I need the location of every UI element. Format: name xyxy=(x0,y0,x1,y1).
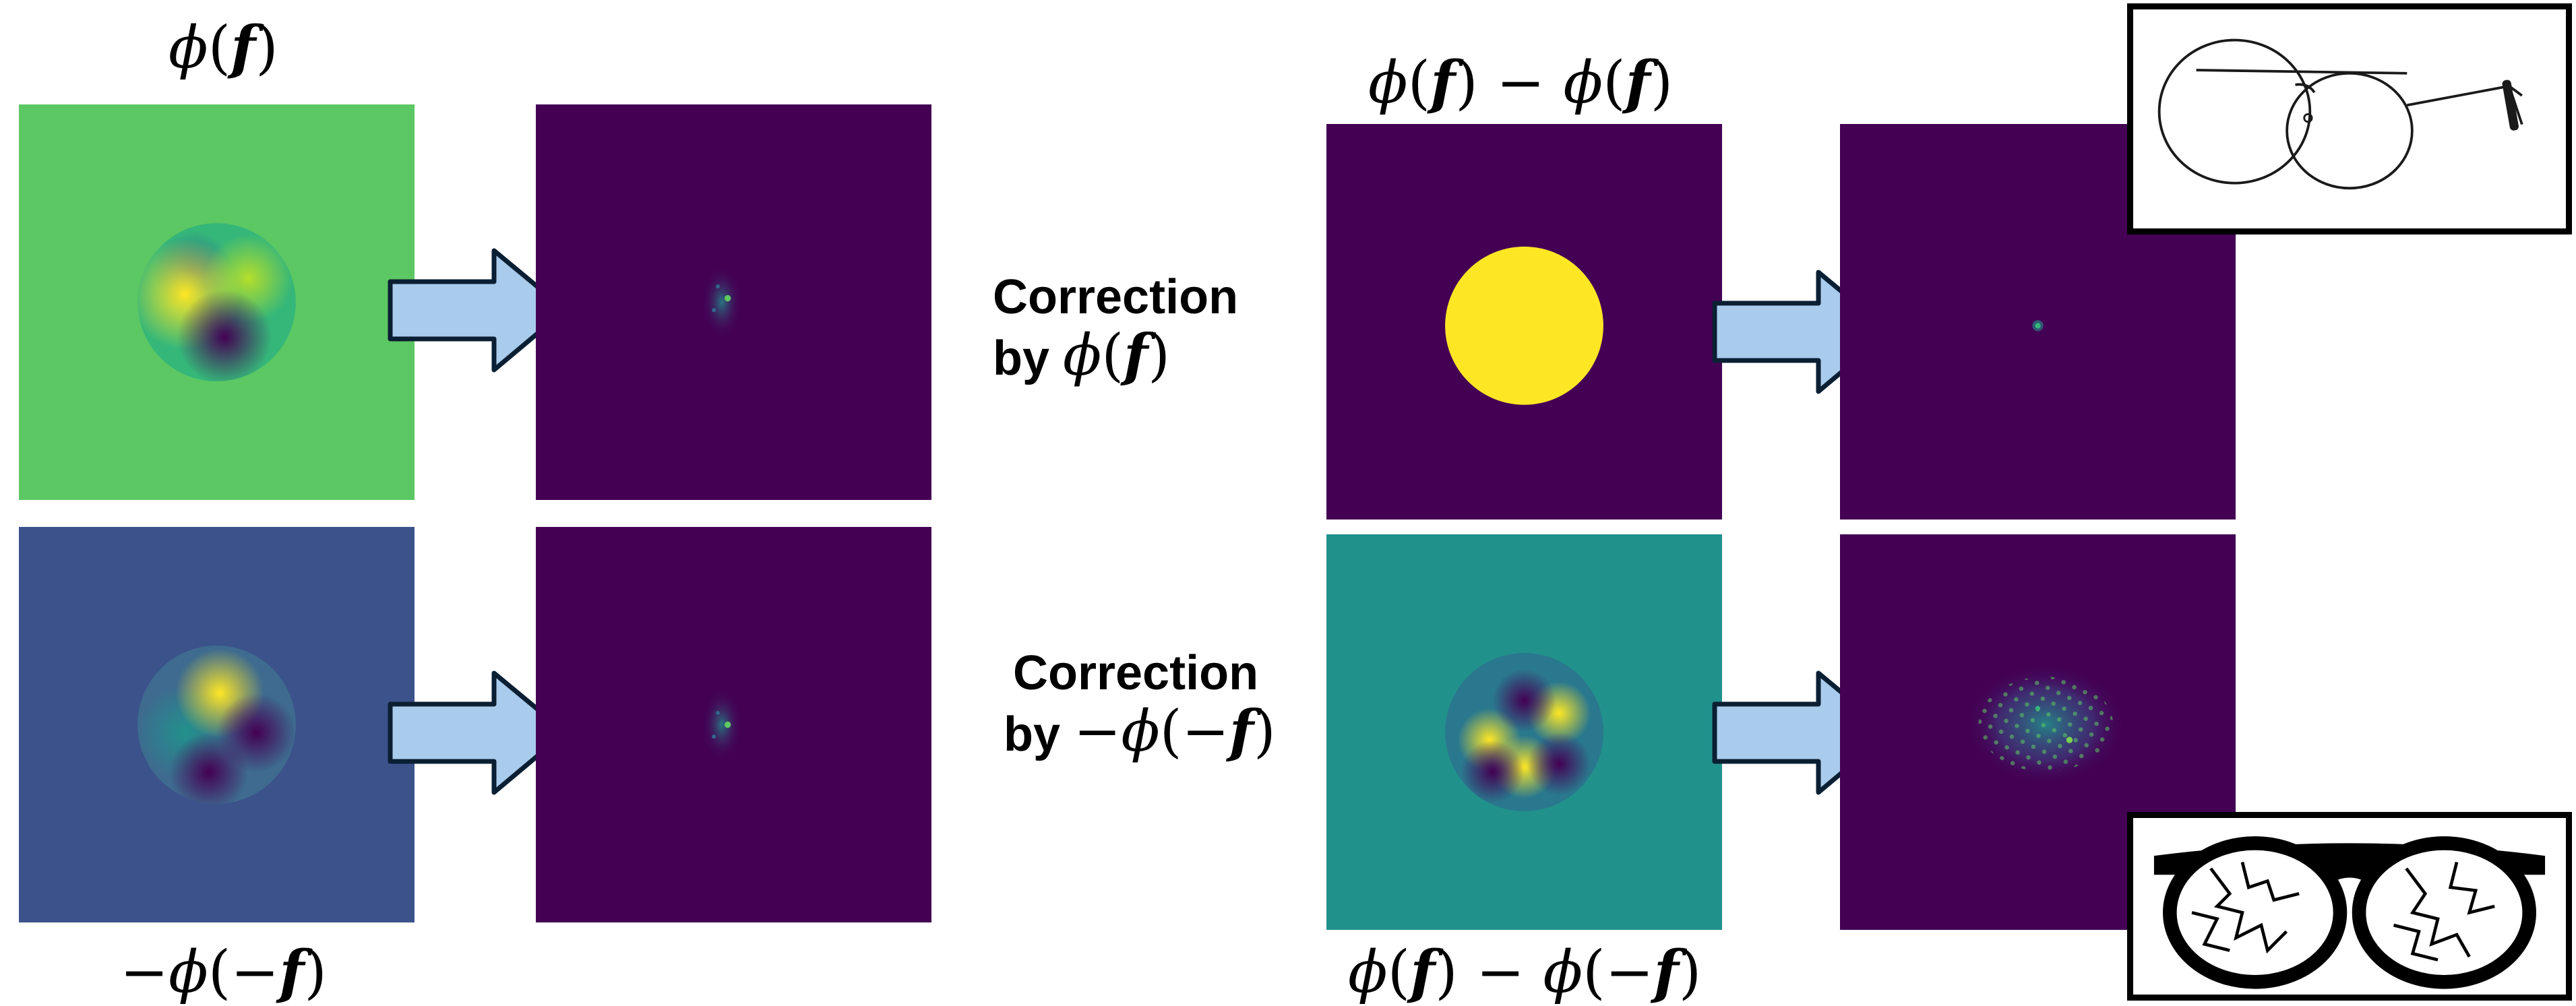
correction-label-top-line1: Correction xyxy=(993,270,1239,324)
phase-label-top-left: ϕ(f) xyxy=(168,13,278,82)
correction-label-bottom: Correction by −ϕ(−f) xyxy=(1004,644,1276,764)
phase-map-positive xyxy=(19,104,415,500)
corrected-phase-map-bottom xyxy=(1326,534,1722,930)
correction-label-bottom-expr: −ϕ(−f) xyxy=(1074,697,1276,764)
psf-panel-bottom-left xyxy=(536,527,931,922)
correction-label-bottom-prefix: by xyxy=(1004,708,1061,761)
intact-eyeglasses-icon xyxy=(2127,3,2572,234)
correction-label-bottom-line1: Correction xyxy=(1013,646,1259,700)
arrow-right-2 xyxy=(388,670,570,795)
phase-label-top-right: ϕ(f) − ϕ(f) xyxy=(1368,49,1674,117)
correction-label-top-prefix: by xyxy=(993,332,1050,385)
correction-label-top-expr: ϕ(f) xyxy=(1063,321,1171,388)
psf-panel-top-left xyxy=(536,104,931,500)
arrow-right-1 xyxy=(388,248,570,373)
corrected-phase-map-top xyxy=(1326,124,1722,520)
cracked-eyeglasses-icon xyxy=(2127,812,2572,1001)
phase-map-negative-flipped xyxy=(19,527,415,922)
phase-label-bottom-left: −ϕ(−f) xyxy=(120,938,327,1006)
phase-label-bottom-right: ϕ(f) − ϕ(−f) xyxy=(1348,938,1702,1006)
correction-label-top: Correction by ϕ(f) xyxy=(993,268,1238,387)
